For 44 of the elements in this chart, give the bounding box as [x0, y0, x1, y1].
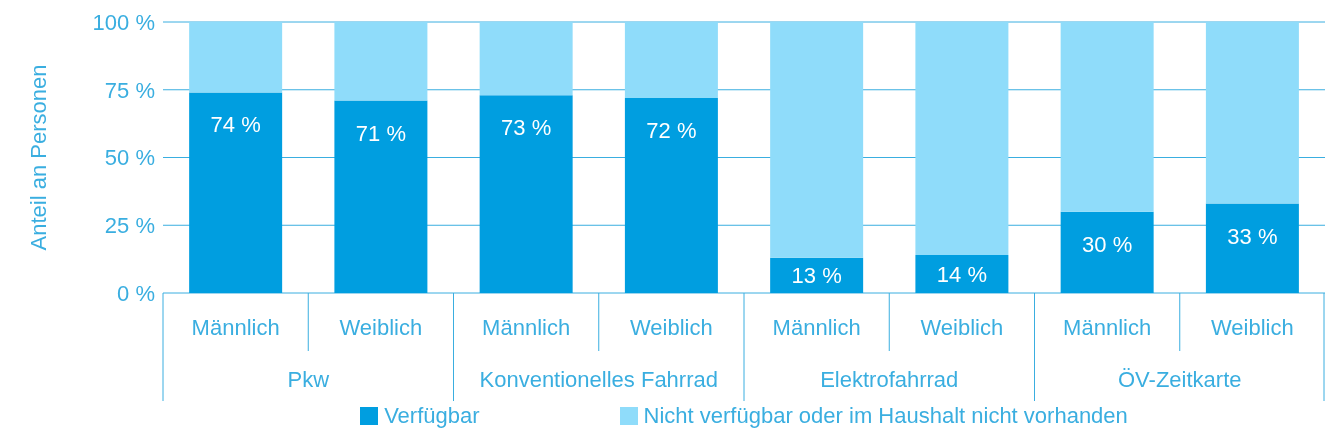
- bar: [1060, 211, 1154, 293]
- y-tick-label: 50 %: [104, 145, 155, 171]
- bar: [1060, 22, 1154, 212]
- x-tick-label: Weiblich: [630, 315, 713, 340]
- y-tick-label: 0 %: [117, 280, 155, 306]
- x-tick-label: Männlich: [482, 315, 571, 340]
- text: Elektrofahrrad: [820, 367, 959, 392]
- y-tick-label: 75 %: [104, 77, 155, 103]
- x-tick-label: Männlich: [1063, 315, 1152, 340]
- data-label: 30 %: [1082, 231, 1133, 257]
- legend-label: Nicht verfügbar oder im Haushalt nicht vorhanden: [642, 403, 1128, 429]
- x-tick-label: Weiblich: [339, 315, 423, 340]
- bar: [624, 22, 718, 98]
- bar: [770, 257, 864, 293]
- y-axis-title: Anteil an Personen: [25, 64, 51, 251]
- bar: [479, 95, 573, 293]
- data-label: 14 %: [936, 262, 987, 288]
- bar: [189, 22, 283, 93]
- x-tick-label: Weiblich: [920, 315, 1004, 340]
- data-label: 72 %: [646, 117, 697, 143]
- bar: [189, 92, 283, 293]
- bar: [334, 22, 428, 101]
- data-label: 73 %: [501, 115, 552, 141]
- data-label: 71 %: [355, 120, 406, 146]
- data-label: 33 %: [1227, 223, 1278, 249]
- text: ÖV-Zeitkarte: [1118, 367, 1242, 392]
- bar: [1205, 203, 1299, 293]
- legend-label: Verfügbar: [383, 403, 480, 429]
- text: Pkw: [287, 367, 330, 392]
- data-label: 13 %: [791, 263, 842, 289]
- x-tick-label: Männlich: [191, 315, 280, 340]
- bar: [915, 255, 1009, 293]
- bar: [1205, 22, 1299, 204]
- y-tick-label: 25 %: [104, 213, 155, 239]
- bar: [479, 22, 573, 96]
- bar: [770, 22, 864, 258]
- y-tick-label: 100 %: [92, 9, 155, 35]
- bar: [624, 97, 718, 293]
- bar: [915, 22, 1009, 256]
- x-tick-label: Weiblich: [1211, 315, 1294, 340]
- bar: [334, 100, 428, 293]
- data-label: 74 %: [210, 112, 261, 138]
- text: Konventionelles Fahrrad: [479, 367, 718, 392]
- x-tick-label: Männlich: [772, 315, 861, 340]
